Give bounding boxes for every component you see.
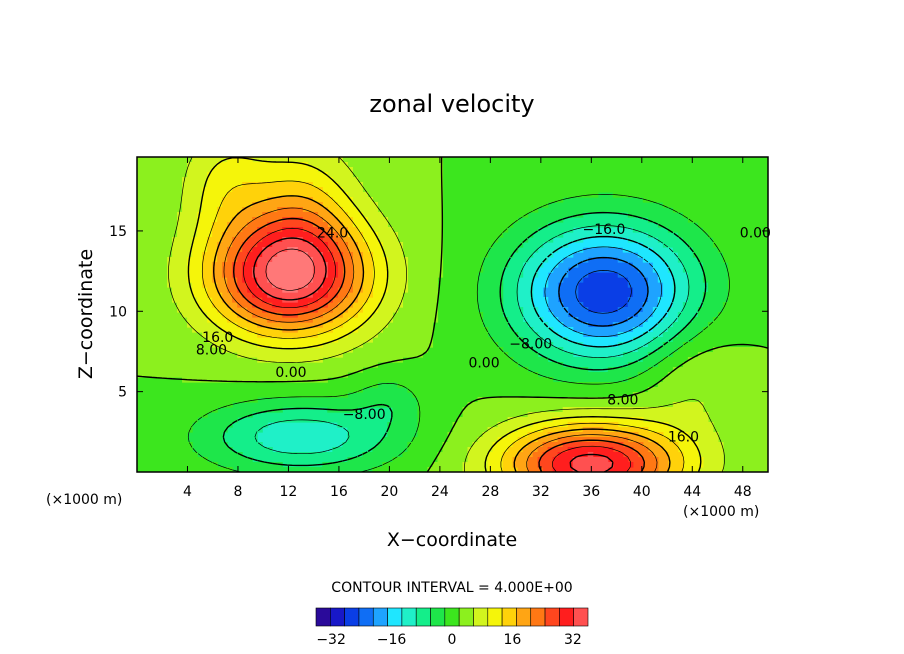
contour-label-6: −8.00 [509,336,552,352]
contour-band-9 [137,157,768,472]
contour-label-1: 16.0 [202,330,233,346]
colorbar-label-1: −16 [377,632,407,648]
contour-band-8 [187,192,729,472]
colorbar-swatch-1 [330,607,345,627]
x-tick-label-4: 4 [183,484,192,500]
colorbar-swatch-5 [387,607,403,627]
y-tick-label-5: 5 [118,385,127,401]
colorbar-swatch-4 [372,607,388,627]
contour-label-5: 0.00 [468,356,499,372]
colorbar-swatch-17 [559,607,574,627]
x-tick-label-32: 32 [532,484,550,500]
colorbar-label-4: 32 [564,632,582,648]
x-tick-label-40: 40 [633,484,651,500]
plot-area [137,157,768,472]
colorbar-swatch-10 [458,607,474,627]
x-tick-label-48: 48 [734,484,752,500]
contour-line--4 [187,193,730,472]
x-axis-title: X−coordinate [387,529,517,551]
contour-line-32 [253,237,614,472]
colorbar-swatch-2 [344,607,360,627]
x-tick-label-12: 12 [280,484,298,500]
x-tick-label-44: 44 [683,484,701,500]
x-axis-ticks: 4 8 12 16 20 24 28 32 36 40 44 48 [183,157,752,500]
x-tick-label-8: 8 [233,484,242,500]
colorbar-label-2: 0 [448,632,457,648]
contour-label-8: 8.00 [607,393,638,409]
contour-label-7: −16.0 [582,222,625,238]
colorbar-swatch-9 [444,607,460,627]
contour-labels: 24.016.08.000.00−8.000.00−8.00−16.08.001… [196,222,771,445]
contour-line-12 [201,180,685,472]
contour-fill-bands [137,157,768,472]
contour-label-0: 24.0 [317,225,348,241]
contour-band-19 [267,247,313,293]
x-tick-label-28: 28 [481,484,499,500]
contour-line-16 [213,195,671,472]
contour-band-3 [557,257,649,328]
contour-lines [137,157,768,472]
contour-band-17 [242,227,634,472]
contour-label-10: 0.00 [740,225,771,241]
x-tick-label-16: 16 [330,484,348,500]
colorbar-swatch-8 [430,607,446,627]
contour-interval-label: CONTOUR INTERVAL = 4.000E+00 [331,580,572,596]
y-axis-title: Z−coordinate [75,249,97,379]
contour-label-4: −8.00 [343,407,386,423]
colorbar-swatch-14 [516,607,532,627]
y-tick-label-10: 10 [109,304,127,320]
colorbar-tick-labels: −32 −16 0 16 32 [316,632,581,648]
x-unit-label-left: (×1000 m) [46,492,122,508]
colorbar-swatch-11 [473,607,489,627]
y-tick-label-15: 15 [109,224,127,240]
colorbar-swatch-3 [358,607,374,627]
colorbar-swatch-15 [530,607,546,627]
contour-line--8 [222,211,707,467]
contour-line-4 [168,157,725,472]
contour-line--12 [254,225,690,455]
colorbar-swatch-6 [401,607,417,627]
x-unit-label-right: (×1000 m) [683,504,759,520]
contour-line-36 [265,248,315,291]
contour-band-16 [232,217,644,472]
colorbar [315,607,589,627]
chart-title: zonal velocity [369,90,534,118]
contour-band-2 [577,272,634,313]
contour-band-6 [257,227,689,453]
contour-label-9: 16.0 [668,429,699,445]
colorbar-swatch-13 [501,607,517,627]
colorbar-label-0: −32 [316,632,346,648]
contour-line--28 [575,270,632,314]
contour-label-2: 8.00 [196,343,227,359]
colorbar-swatch-0 [315,607,331,627]
contour-line-8 [187,157,702,472]
contour-band-7 [222,212,709,468]
contour-line-28 [243,227,631,472]
contour-line--16 [530,235,676,348]
colorbar-swatch-16 [544,607,560,627]
contour-line-20 [223,207,658,472]
contour-line--20 [544,246,662,337]
colorbar-label-3: 16 [504,632,522,648]
x-tick-label-24: 24 [431,484,449,500]
contour-label-3: 0.00 [275,365,306,381]
plot-frame [136,156,769,473]
colorbar-swatch-12 [487,607,503,627]
x-tick-label-36: 36 [582,484,600,500]
contour-line--24 [558,256,649,327]
x-tick-label-20: 20 [380,484,398,500]
colorbar-swatch-7 [415,607,431,627]
colorbar-swatch-18 [573,607,589,627]
y-axis-ticks: 5 10 15 [109,224,768,401]
